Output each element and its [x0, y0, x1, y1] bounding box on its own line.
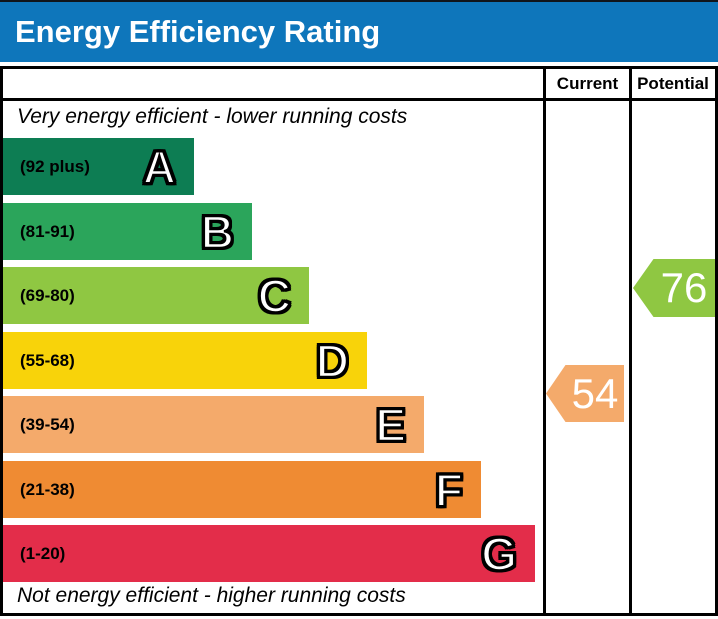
band-row-A: (92 plus) A	[3, 138, 194, 195]
band-row-E: (39-54) E	[3, 396, 424, 453]
band-letter: G	[480, 527, 518, 580]
band-range-label: (21-38)	[20, 479, 75, 499]
band-row-F: (21-38) F	[3, 461, 481, 518]
page-title: Energy Efficiency Rating	[15, 14, 381, 49]
potential-column-header: Potential	[637, 74, 709, 93]
header-bar: Energy Efficiency Rating	[0, 2, 718, 62]
caption-very-efficient: Very energy efficient - lower running co…	[17, 105, 408, 128]
band-letter: D	[315, 334, 351, 387]
band-letter: C	[257, 269, 293, 322]
caption-not-efficient: Not energy efficient - higher running co…	[17, 584, 406, 607]
current-column-divider	[543, 66, 546, 616]
band-range-label: (92 plus)	[20, 156, 90, 176]
band-letter: B	[200, 205, 236, 258]
band-row-D: (55-68) D	[3, 332, 367, 389]
potential-rating-value: 76	[660, 264, 708, 311]
band-letter: F	[434, 463, 465, 516]
current-rating-arrow: 54	[546, 365, 624, 422]
potential-rating-arrow: 76	[633, 259, 715, 317]
band-range-label: (39-54)	[20, 414, 75, 434]
band-row-C: (69-80) C	[3, 267, 309, 324]
window-top-edge	[0, 0, 718, 2]
current-column-header: Current	[556, 74, 619, 93]
band-range-label: (81-91)	[20, 221, 75, 241]
band-letter: E	[374, 398, 407, 451]
band-range-label: (1-20)	[20, 543, 66, 563]
band-row-G: (1-20) G	[3, 525, 535, 582]
band-range-label: (55-68)	[20, 350, 75, 370]
band-row-B: (81-91) B	[3, 203, 252, 260]
band-range-label: (69-80)	[20, 285, 75, 305]
band-letter: A	[142, 140, 178, 193]
table-header-divider	[0, 98, 718, 101]
current-rating-value: 54	[571, 369, 619, 417]
potential-column-divider	[629, 66, 632, 616]
